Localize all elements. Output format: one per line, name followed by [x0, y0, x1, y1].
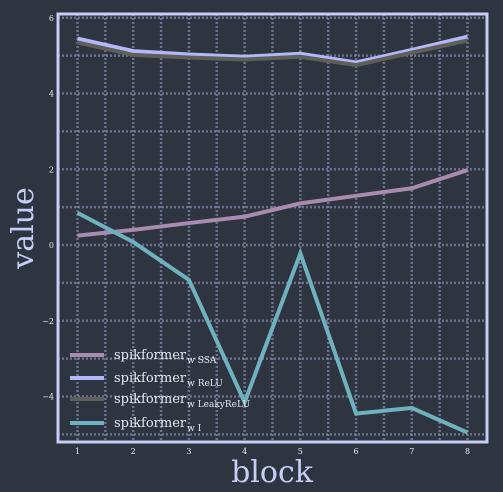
legend-label: spikformerw I: [114, 416, 202, 434]
y-tick-label: 6: [49, 14, 54, 23]
x-tick-label: 2: [131, 447, 136, 456]
y-tick-label: −2: [42, 317, 54, 326]
x-tick-label: 5: [298, 447, 303, 456]
y-axis-title: value: [6, 187, 41, 270]
legend-label: spikformerw SSA: [114, 348, 217, 366]
x-tick-label: 7: [409, 447, 414, 456]
series-line-1: [77, 168, 469, 238]
x-tick-label: 6: [354, 447, 359, 456]
y-tick-label: 2: [49, 165, 54, 174]
y-tick-label: 0: [49, 241, 54, 250]
x-tick-label: 3: [186, 447, 191, 456]
x-axis-title: block: [231, 455, 314, 490]
legend-label: spikformerw ReLU: [114, 371, 223, 389]
plot-frame: [56, 12, 489, 444]
series-line-2: [77, 34, 468, 65]
series-line-4: [76, 211, 469, 435]
x-tick-label: 8: [465, 447, 470, 456]
x-tick-label: 4: [242, 447, 247, 456]
series-line-3: [77, 38, 468, 68]
legend: spikformerw SSA spikformerw ReLU spikforme…: [70, 348, 250, 434]
series-lines: [76, 34, 469, 435]
x-tick-label: 1: [75, 447, 80, 456]
legend-label: spikformerw LeakyReLU: [114, 392, 250, 410]
tick-labels: 1 2 3 4 5 6 7 8 −4 −2 0 2 4 6: [42, 14, 470, 456]
grid-lines: [58, 14, 487, 442]
y-tick-label: −4: [42, 393, 54, 402]
y-tick-label: 4: [49, 90, 54, 99]
